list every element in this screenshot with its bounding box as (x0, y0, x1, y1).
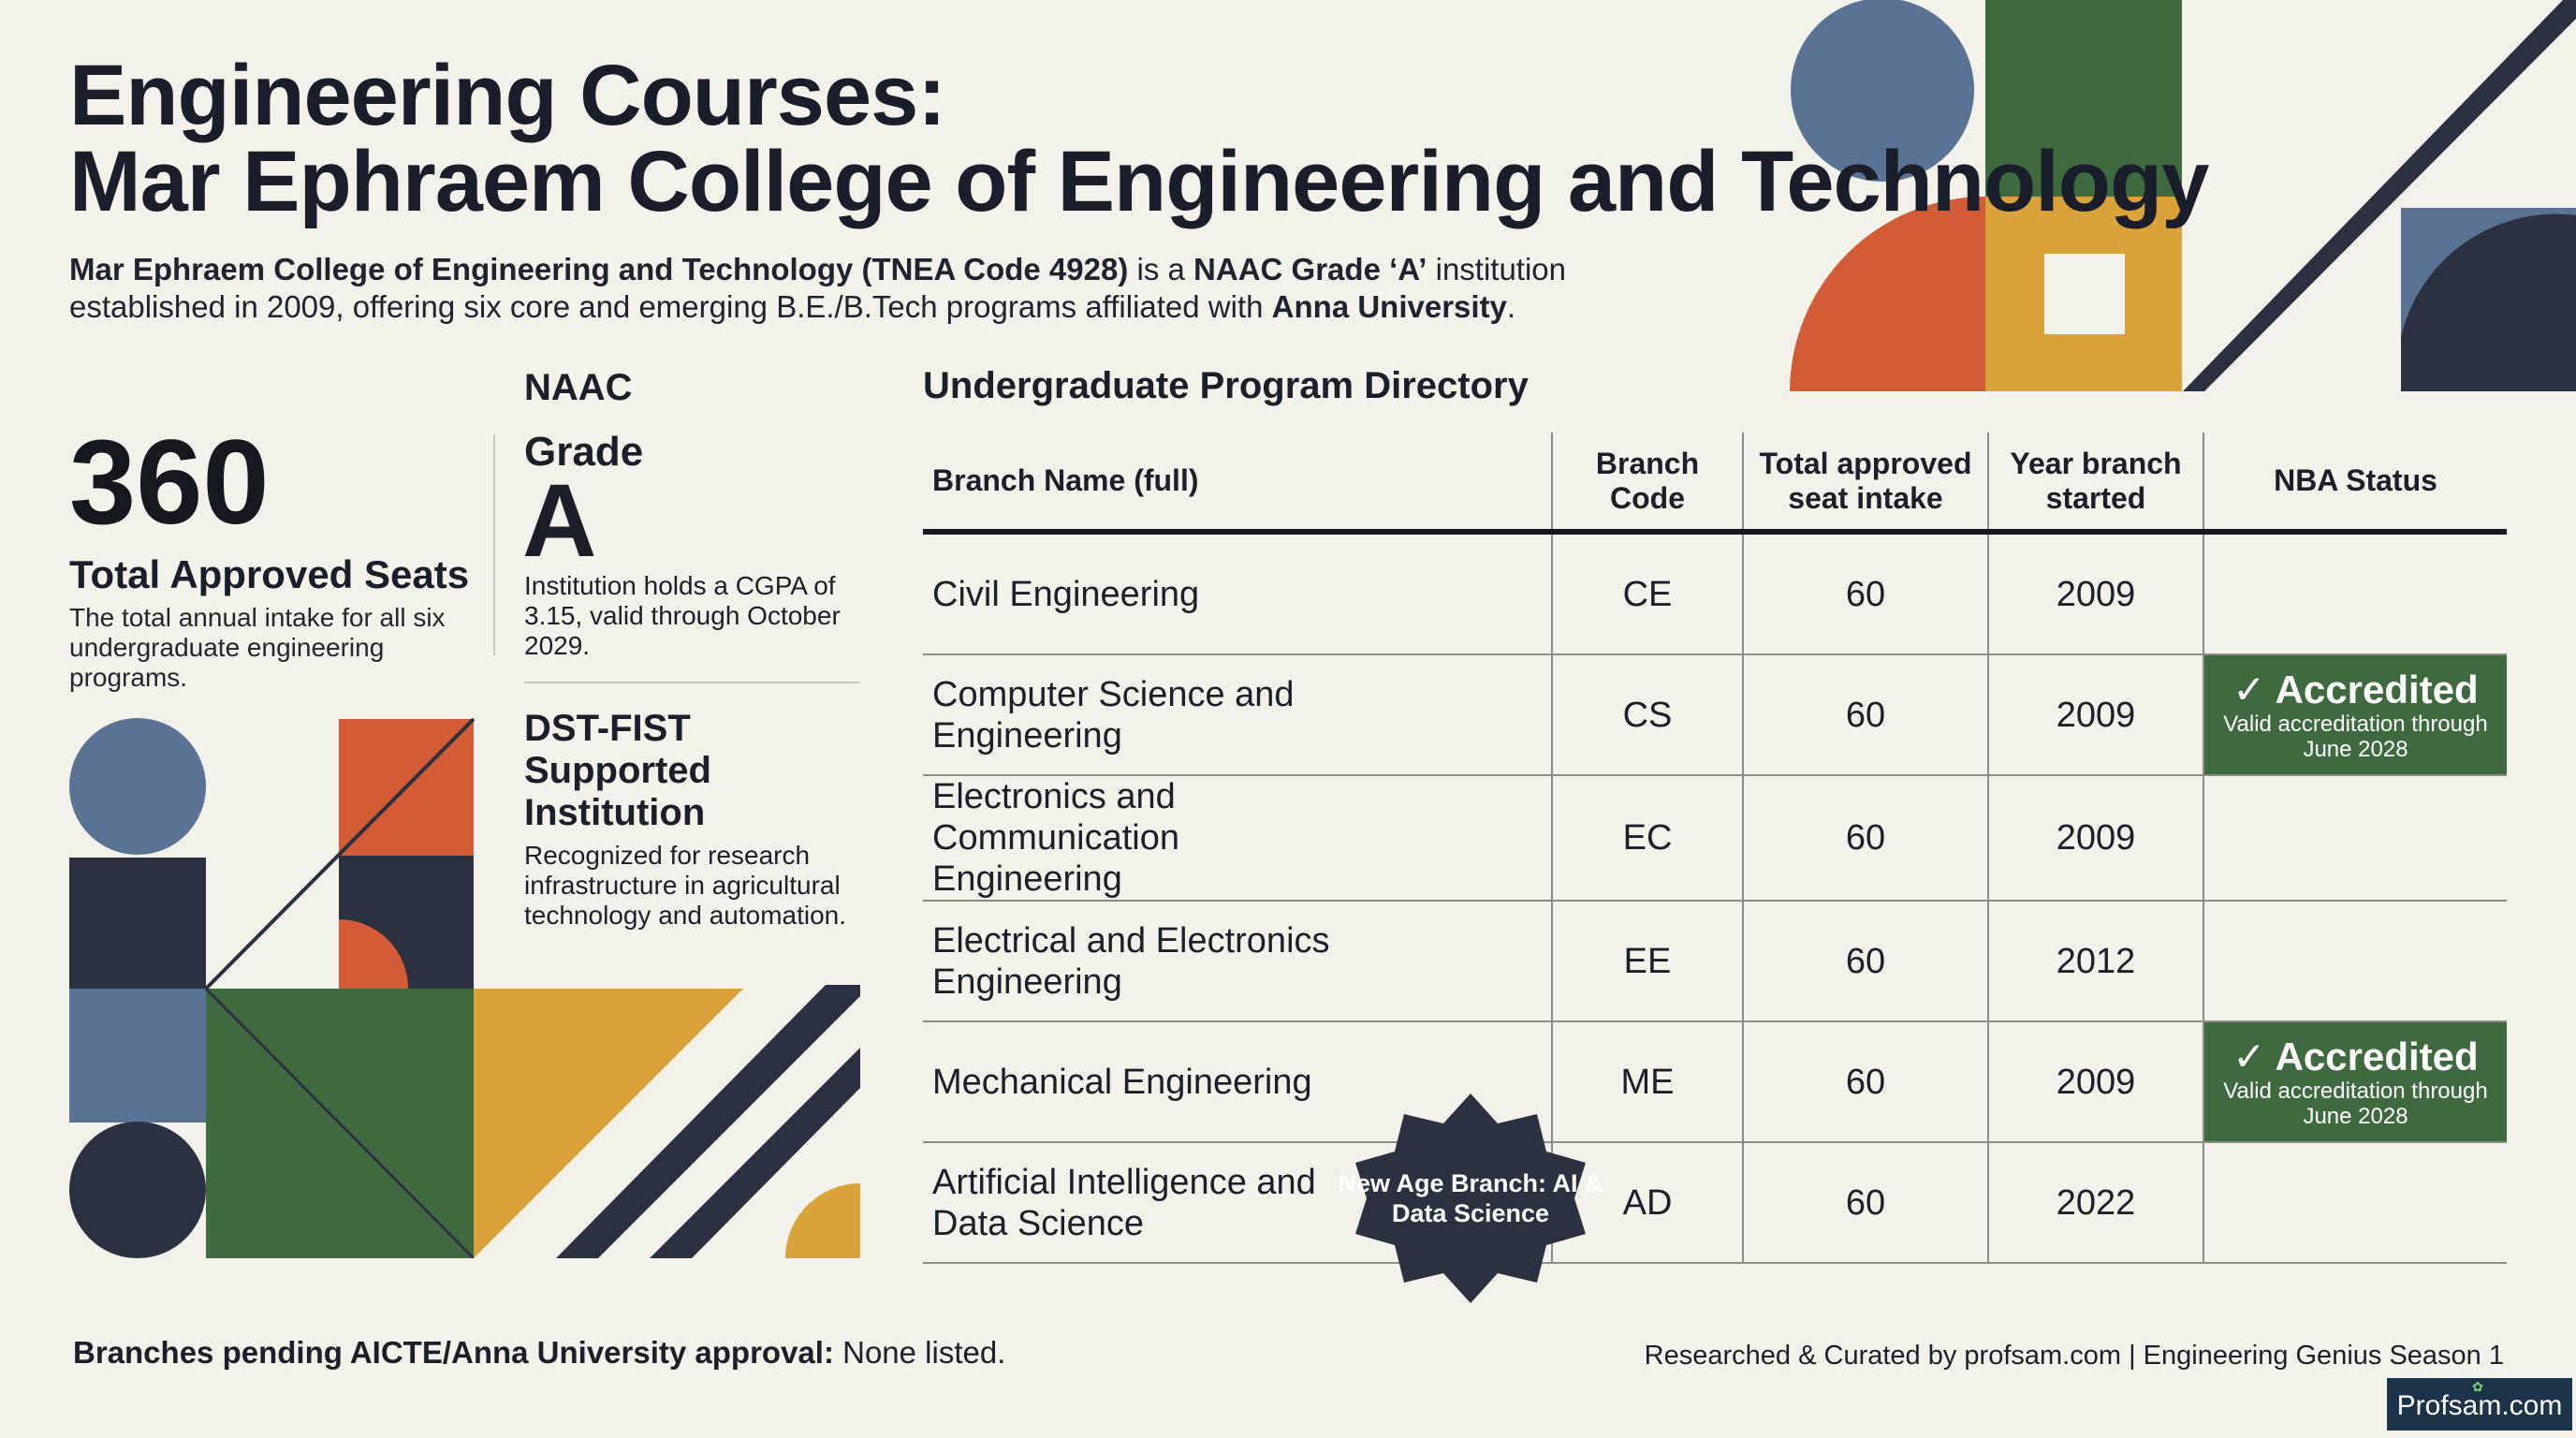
title-line-1: Engineering Courses: (69, 48, 946, 143)
decorative-art-bottom-left (69, 717, 860, 1258)
table-row: Computer Science and Engineering CS 60 2… (923, 654, 2507, 776)
cell-nba: ✓ Accredited Valid accreditation through… (2203, 654, 2507, 776)
accredited-badge: ✓ Accredited Valid accreditation through… (2204, 1022, 2507, 1141)
intro-naac-grade: NAAC Grade ‘A’ (1193, 252, 1427, 286)
accredited-label: ✓ Accredited (2232, 1034, 2479, 1078)
branch-name: Artificial Intelligence and Data Science (932, 1162, 1316, 1243)
cell-nba (2203, 532, 2507, 655)
cell-intake: 60 (1742, 654, 1988, 776)
credit-line: Researched & Curated by profsam.com | En… (1644, 1341, 2504, 1371)
table-row: Mechanical Engineering ME 60 2009 ✓ Accr… (923, 1021, 2507, 1143)
brand-text: Profsam.com (2396, 1390, 2563, 1421)
new-age-badge-shape (1355, 1093, 1586, 1303)
brand-watermark: ✿ Profsam.com (2387, 1378, 2572, 1431)
cell-intake: 60 (1742, 775, 1988, 902)
naac-label: NAAC (524, 367, 633, 408)
cell-branch: Mechanical Engineering (923, 1021, 1552, 1143)
page-title: Engineering Courses: Mar Ephraem College… (69, 52, 2222, 225)
intro-college-name: Mar Ephraem College of Engineering and T… (69, 252, 1129, 286)
pending-value: None listed. (833, 1335, 1006, 1370)
table-row: Artificial Intelligence and Data Science… (923, 1142, 2507, 1264)
cell-code: CE (1551, 532, 1743, 655)
branch-name: Computer Science and Engineering (932, 674, 1295, 756)
accreditation-note: Valid accreditation through June 2028 (2223, 711, 2488, 762)
cell-year: 2022 (1987, 1142, 2203, 1264)
table-row: Civil Engineering CE 60 2009 (923, 532, 2507, 655)
accreditation-note: Valid accreditation through June 2028 (2223, 1078, 2488, 1129)
total-seats-label: Total Approved Seats (69, 552, 470, 596)
intro-university: Anna University (1271, 289, 1507, 324)
table-header-row: Branch Name (full) Branch Code Total app… (923, 433, 2507, 535)
cell-nba (2203, 901, 2507, 1022)
cell-year: 2009 (1987, 775, 2203, 902)
cell-branch: Electronics and Communication Engineerin… (923, 775, 1552, 902)
cell-code: CS (1551, 654, 1743, 776)
cell-branch: Computer Science and Engineering (923, 654, 1552, 776)
program-table: Branch Name (full) Branch Code Total app… (923, 433, 2507, 1264)
branch-name: Electronics and Communication Engineerin… (932, 777, 1179, 899)
column-header-branch: Branch Name (full) (923, 433, 1552, 535)
directory-heading: Undergraduate Program Directory (923, 365, 1529, 406)
cell-branch: Civil Engineering (923, 532, 1552, 655)
new-age-badge-label: New Age Branch: AI & Data Science (1338, 1169, 1603, 1227)
accredited-label: ✓ Accredited (2232, 667, 2479, 712)
title-line-2: Mar Ephraem College of Engineering and T… (69, 134, 2209, 229)
stat-divider (493, 434, 495, 655)
intro-text-1: is a (1128, 252, 1194, 286)
dst-fist-title: DST-FIST Supported Institution (524, 708, 711, 833)
branch-name: Mechanical Engineering (932, 1062, 1312, 1102)
cell-year: 2012 (1987, 901, 2203, 1022)
cell-year: 2009 (1987, 1021, 2203, 1143)
pending-approval-note: Branches pending AICTE/Anna University a… (73, 1335, 1005, 1371)
cell-nba: ✓ Accredited Valid accreditation through… (2203, 1021, 2507, 1143)
intro-text-3: . (1506, 289, 1516, 324)
column-header-nba: NBA Status (2203, 433, 2507, 535)
branch-name: Electrical and Electronics Engineering (932, 920, 1330, 1002)
cell-branch: Electrical and Electronics Engineering (923, 901, 1552, 1022)
cell-code: ME (1551, 1021, 1743, 1143)
naac-grade-letter: A (522, 463, 597, 579)
dst-fist-description: Recognized for research infrastructure i… (524, 841, 847, 930)
table-row: Electronics and Communication Engineerin… (923, 775, 2507, 902)
accredited-badge: ✓ Accredited Valid accreditation through… (2204, 655, 2507, 774)
cell-nba (2203, 775, 2507, 902)
column-header-intake: Total approved seat intake (1742, 433, 1988, 535)
total-seats-number: 360 (69, 416, 270, 550)
naac-grade-word: Grade (524, 429, 644, 475)
decorative-art-top-right (1790, 0, 2576, 391)
cell-year: 2009 (1987, 654, 2203, 776)
cell-intake: 60 (1742, 901, 1988, 1022)
brand-logo-icon: ✿ (2472, 1379, 2483, 1394)
cell-year: 2009 (1987, 532, 2203, 655)
cell-nba (2203, 1142, 2507, 1264)
cell-code: EE (1551, 901, 1743, 1022)
stat-separator (524, 682, 859, 683)
intro-text-2: institution established in 2009, offerin… (69, 252, 1567, 324)
branch-name: Civil Engineering (932, 574, 1200, 614)
column-header-year: Year branch started (1987, 433, 2203, 535)
cell-intake: 60 (1742, 1142, 1988, 1264)
total-seats-description: The total annual intake for all six unde… (69, 603, 446, 692)
intro-paragraph: Mar Ephraem College of Engineering and T… (69, 251, 1661, 326)
naac-description: Institution holds a CGPA of 3.15, valid … (524, 571, 841, 660)
pending-label: Branches pending AICTE/Anna University a… (73, 1335, 834, 1370)
cell-intake: 60 (1742, 532, 1988, 655)
table-row: Electrical and Electronics Engineering E… (923, 901, 2507, 1022)
cell-intake: 60 (1742, 1021, 1988, 1143)
column-header-code: Branch Code (1551, 433, 1743, 535)
cell-code: EC (1551, 775, 1743, 902)
